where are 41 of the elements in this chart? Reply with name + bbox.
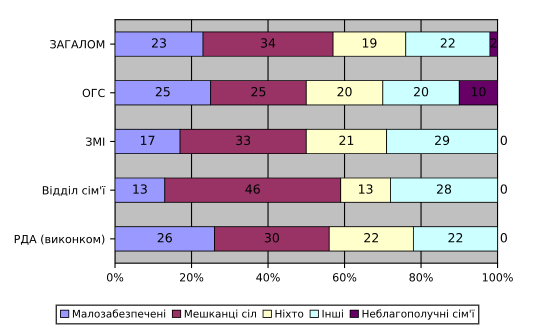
data-label: 22 [364,233,378,242]
y-tick-label: Відділ сім'ї [42,186,106,196]
data-label: 33 [236,136,250,146]
data-label: 2 [490,38,496,48]
data-label: 20 [414,86,428,96]
data-label: 0 [500,184,507,194]
data-label: 46 [245,184,260,194]
data-label: 0 [500,233,507,242]
data-label: 28 [436,184,452,194]
data-label: 22 [448,233,462,242]
y-tick-label: ОГС [82,88,105,98]
data-label: 34 [261,38,276,48]
legend-label: Малозабезпечені [72,309,166,318]
data-label: 22 [440,38,455,48]
x-tick-label: 40% [256,273,280,282]
data-label: 26 [158,233,172,242]
data-label: 19 [362,38,376,48]
data-label: 13 [359,184,373,194]
data-label: 30 [264,233,279,242]
x-tick-label: 100% [482,273,513,282]
data-label: 25 [156,86,170,96]
data-label: 0 [500,136,507,146]
x-tick-label: 0% [106,273,124,282]
legend-label: Інші [322,310,343,318]
data-label: 29 [435,136,450,146]
x-tick-label: 20% [180,273,204,282]
legend-label: Мешканці сіл [184,310,256,319]
data-label: 20 [338,86,352,96]
data-label: 25 [251,86,266,96]
data-label: 10 [472,86,486,96]
y-tick-label: ЗМІ [86,137,104,146]
data-label: 21 [339,136,354,145]
data-label: 13 [133,184,147,194]
x-tick-label: 60% [332,273,356,282]
y-tick-label: РДА (виконком) [14,234,104,245]
x-tick-label: 80% [409,273,433,282]
data-label: 17 [140,136,154,145]
legend-label: Ніхто [276,310,304,318]
legend-label: Неблагополучні сім'ї [362,309,475,320]
y-tick-label: ЗАГАЛОМ [50,40,104,48]
data-label: 23 [152,38,166,48]
